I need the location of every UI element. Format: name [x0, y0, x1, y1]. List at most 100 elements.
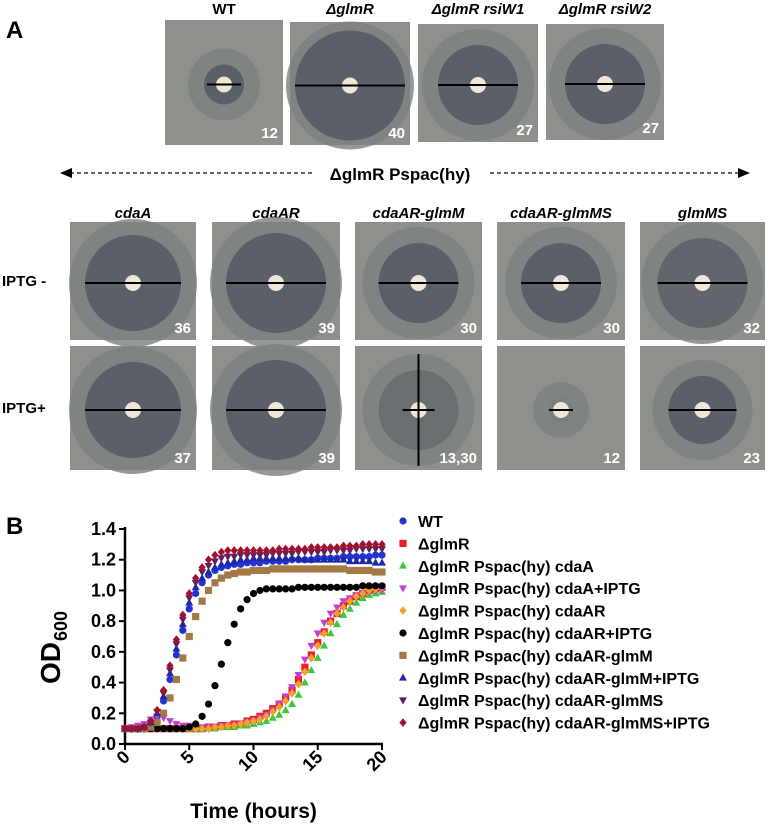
- data-point: [237, 568, 245, 576]
- data-point: [179, 725, 187, 733]
- data-point: [333, 555, 341, 563]
- data-point: [358, 556, 367, 565]
- plate: 30: [497, 222, 625, 340]
- data-point: [288, 689, 296, 698]
- y-tick-label: 0.6: [91, 642, 116, 662]
- data-point: [352, 541, 360, 551]
- data-point: [365, 546, 374, 554]
- data-point: [320, 565, 328, 573]
- series: [121, 540, 386, 733]
- data-point: [301, 544, 309, 554]
- plate: 36: [69, 219, 197, 347]
- data-point: [282, 585, 290, 593]
- x-tick-label: 15: [298, 747, 326, 775]
- data-point: [230, 553, 239, 561]
- data-point: [153, 718, 161, 727]
- plate: 39: [210, 217, 342, 349]
- series: [121, 551, 386, 733]
- data-point: [307, 549, 316, 557]
- data-point: [275, 544, 283, 554]
- data-point: [166, 661, 174, 670]
- strain-arrow: [60, 160, 750, 186]
- plate: 39: [210, 344, 342, 476]
- data-point: [339, 583, 348, 591]
- data-point: [159, 725, 168, 733]
- data-point: [166, 694, 174, 702]
- y-axis-title-main: OD: [35, 642, 66, 684]
- y-tick-label: 0.8: [91, 611, 116, 631]
- zone-size: 37: [174, 450, 191, 467]
- data-point: [346, 583, 354, 591]
- zone-size: 12: [261, 125, 278, 142]
- data-point: [159, 709, 168, 717]
- data-point: [339, 547, 348, 555]
- data-point: [256, 546, 264, 555]
- zone-size: 23: [743, 450, 760, 467]
- data-point: [326, 629, 335, 637]
- plate: 12: [165, 20, 283, 145]
- legend-marker: [399, 629, 407, 637]
- data-point: [185, 605, 193, 613]
- data-point: [179, 626, 187, 634]
- data-point: [249, 552, 258, 560]
- data-point: [249, 546, 258, 555]
- data-point: [371, 568, 380, 576]
- data-point: [121, 724, 129, 733]
- data-point: [153, 705, 161, 715]
- data-point: [327, 583, 335, 591]
- data-point: [378, 558, 386, 566]
- data-point: [327, 543, 335, 552]
- x-tick-label: 5: [177, 747, 198, 768]
- data-point: [147, 716, 155, 726]
- data-point: [185, 589, 193, 598]
- data-point: [185, 632, 193, 641]
- legend-marker: [399, 697, 407, 705]
- data-point: [313, 549, 322, 557]
- zone-size: 13,30: [439, 450, 477, 467]
- data-point: [307, 583, 315, 591]
- data-point: [198, 569, 207, 577]
- row-label: IPTG+: [2, 400, 46, 417]
- zone-size: 27: [516, 122, 533, 139]
- data-point: [159, 685, 168, 695]
- legend-label: ΔglmR Pspac(hy) cdaAR-glmMS+IPTG: [418, 716, 710, 733]
- data-point: [249, 566, 258, 575]
- data-point: [249, 716, 258, 726]
- data-point: [301, 565, 309, 573]
- data-point: [333, 604, 341, 612]
- data-point: [204, 567, 213, 575]
- arrow-head: [60, 168, 72, 178]
- data-point: [378, 540, 386, 549]
- data-point: [327, 618, 335, 627]
- data-point: [320, 641, 329, 649]
- data-point: [211, 579, 219, 587]
- data-point: [210, 563, 219, 571]
- data-point: [346, 553, 354, 561]
- data-point: [217, 560, 226, 568]
- series: [121, 546, 386, 733]
- data-point: [237, 605, 245, 613]
- data-point: [345, 547, 354, 555]
- data-point: [256, 715, 264, 724]
- data-point: [179, 610, 187, 620]
- plate: 23: [640, 346, 765, 470]
- column-label: cdaAR-glmM: [373, 205, 465, 222]
- column-label: glmMS: [677, 205, 727, 222]
- data-point: [294, 690, 303, 698]
- legend-label: ΔglmR Pspac(hy) cdaA+IPTG: [418, 581, 641, 598]
- data-point: [236, 552, 245, 560]
- data-point: [313, 555, 322, 563]
- data-point: [320, 555, 329, 563]
- data-point: [249, 589, 258, 598]
- data-point: [345, 556, 354, 565]
- data-point: [333, 619, 341, 628]
- data-point: [255, 552, 264, 560]
- data-point: [307, 555, 316, 563]
- data-point: [365, 540, 373, 549]
- data-point: [198, 597, 206, 605]
- data-point: [288, 550, 297, 558]
- data-point: [371, 540, 380, 549]
- data-point: [333, 543, 341, 552]
- legend-marker: [399, 718, 407, 727]
- data-point: [210, 558, 219, 566]
